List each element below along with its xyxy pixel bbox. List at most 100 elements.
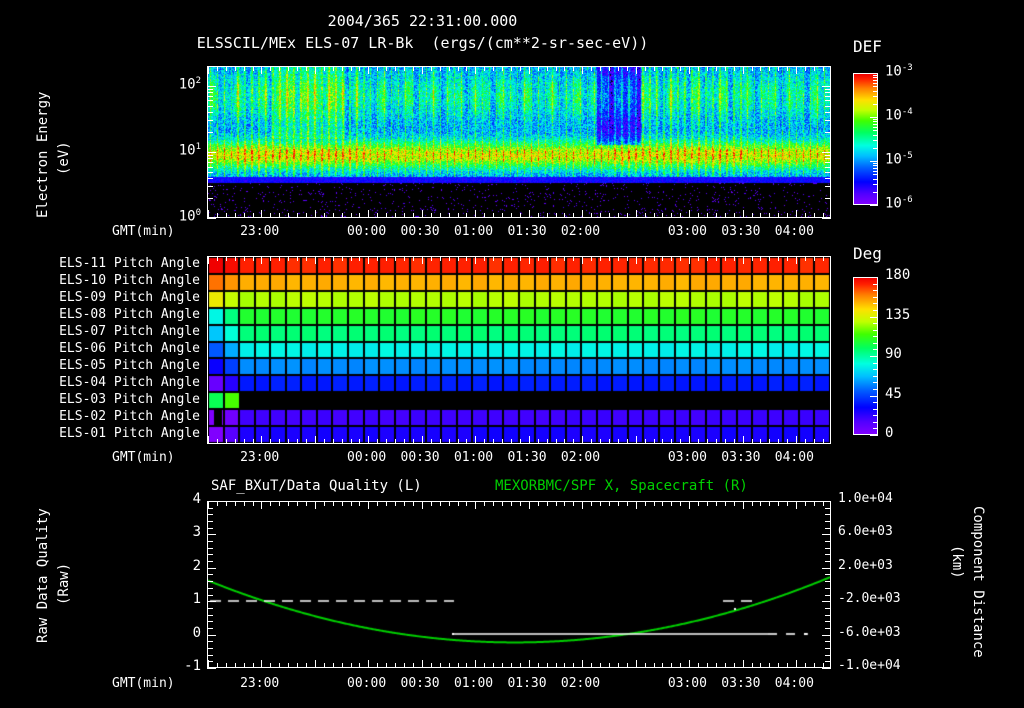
mid-xtick <box>314 256 316 264</box>
bot-xtick <box>377 501 379 506</box>
top-xtick <box>475 210 477 218</box>
pitch-angle-row-label: ELS-03 Pitch Angle <box>59 392 200 408</box>
top-xtick <box>546 66 548 71</box>
bot-xtick <box>439 501 441 506</box>
bot-xtick <box>386 501 388 506</box>
mid-xtick <box>252 439 254 444</box>
top-xtick <box>671 66 673 71</box>
mid-xtick <box>760 439 762 444</box>
bot-xtick <box>279 501 281 506</box>
mid-xtick <box>582 436 584 444</box>
def-tick <box>873 77 878 79</box>
def-tick <box>873 126 878 128</box>
bot-ytick-left <box>207 661 213 663</box>
top-xtick <box>359 66 361 71</box>
top-xtick <box>787 66 789 71</box>
bot-xtick <box>617 501 619 506</box>
top-xtick <box>715 213 717 218</box>
top-xtick <box>279 66 281 71</box>
bot-xtick-label: 23:00 <box>240 676 280 691</box>
top-xtick <box>742 210 744 218</box>
bot-ytick-left <box>207 521 213 523</box>
top-xtick <box>760 213 762 218</box>
top-xtick <box>822 213 824 218</box>
top-ytick <box>207 166 213 168</box>
mid-xtick <box>796 436 798 444</box>
bot-xtick <box>314 501 316 509</box>
top-xtick <box>439 213 441 218</box>
top-xtick <box>510 213 512 218</box>
top-xtick <box>297 213 299 218</box>
top-xtick <box>528 66 530 74</box>
mid-xtick <box>225 256 227 261</box>
top-xtick-label: 03:00 <box>667 224 707 239</box>
def-tick <box>873 90 878 92</box>
bot-xtick <box>582 660 584 668</box>
top-xtick <box>359 213 361 218</box>
top-xtick <box>724 66 726 71</box>
top-xtick <box>609 213 610 218</box>
bot-xtick <box>680 501 682 506</box>
mid-xtick <box>680 439 682 444</box>
mid-xtick <box>796 256 798 264</box>
bot-xtick <box>314 660 316 668</box>
mid-xtick-label: 03:30 <box>721 450 761 465</box>
bot-xtick <box>769 663 771 668</box>
bot-xtick <box>724 663 726 668</box>
bot-ytick-left <box>207 514 213 516</box>
mid-xtick <box>689 256 691 264</box>
top-xtick <box>689 210 691 218</box>
bot-ytick-left <box>207 594 213 596</box>
bot-xtick <box>519 663 521 668</box>
bot-xtick <box>689 501 691 509</box>
bot-xtick <box>234 663 236 668</box>
top-xtick <box>698 66 700 71</box>
top-xtick <box>813 66 815 71</box>
bot-ytick-right <box>822 668 831 669</box>
mid-xtick <box>430 256 432 261</box>
bot-xtick <box>270 501 272 506</box>
top-xtick <box>671 213 673 218</box>
bot-xtick <box>261 660 263 668</box>
bot-xtick <box>555 663 557 668</box>
bot-xtick <box>689 660 691 668</box>
mid-xtick <box>288 439 290 444</box>
deg-tick <box>873 303 878 305</box>
top-ytick <box>825 105 831 107</box>
mid-xtick <box>341 256 343 261</box>
top-xtick <box>617 66 619 71</box>
deg-tick <box>870 356 878 357</box>
top-xtick <box>306 66 308 71</box>
mid-xtick <box>306 439 308 444</box>
top-xtick <box>591 66 593 71</box>
mid-xtick <box>546 439 548 444</box>
bot-xtick <box>671 501 673 506</box>
bot-xtick <box>323 501 325 506</box>
top-xtick <box>528 210 530 218</box>
top-ytick <box>207 92 213 94</box>
bot-xtick <box>751 501 753 506</box>
top-ytick <box>825 88 831 90</box>
bot-ytick-right <box>825 561 831 563</box>
bot-xtick <box>787 501 789 506</box>
bot-xtick <box>395 501 397 506</box>
bot-xtick <box>778 663 780 668</box>
top-xtick <box>323 66 325 71</box>
bot-xtick <box>805 663 807 668</box>
def-tick <box>873 123 878 125</box>
bottom-panel-ylabel-left: Raw Data Quality <box>35 508 51 643</box>
bot-xtick <box>635 660 637 668</box>
mid-xtick <box>715 439 717 444</box>
top-xtick <box>537 66 539 71</box>
mid-xtick <box>698 256 700 261</box>
bot-ytick-right <box>825 607 831 609</box>
mid-xtick <box>724 439 726 444</box>
mid-xtick <box>279 439 281 444</box>
bot-ytick-label-left: 1 <box>192 591 201 608</box>
mid-xtick <box>430 439 432 444</box>
bot-ytick-left <box>207 561 213 563</box>
mid-xtick <box>617 256 619 261</box>
top-xtick <box>778 213 780 218</box>
bot-xtick <box>528 501 530 509</box>
plot-timestamp: 2004/365 22:31:00.000 <box>327 12 518 30</box>
